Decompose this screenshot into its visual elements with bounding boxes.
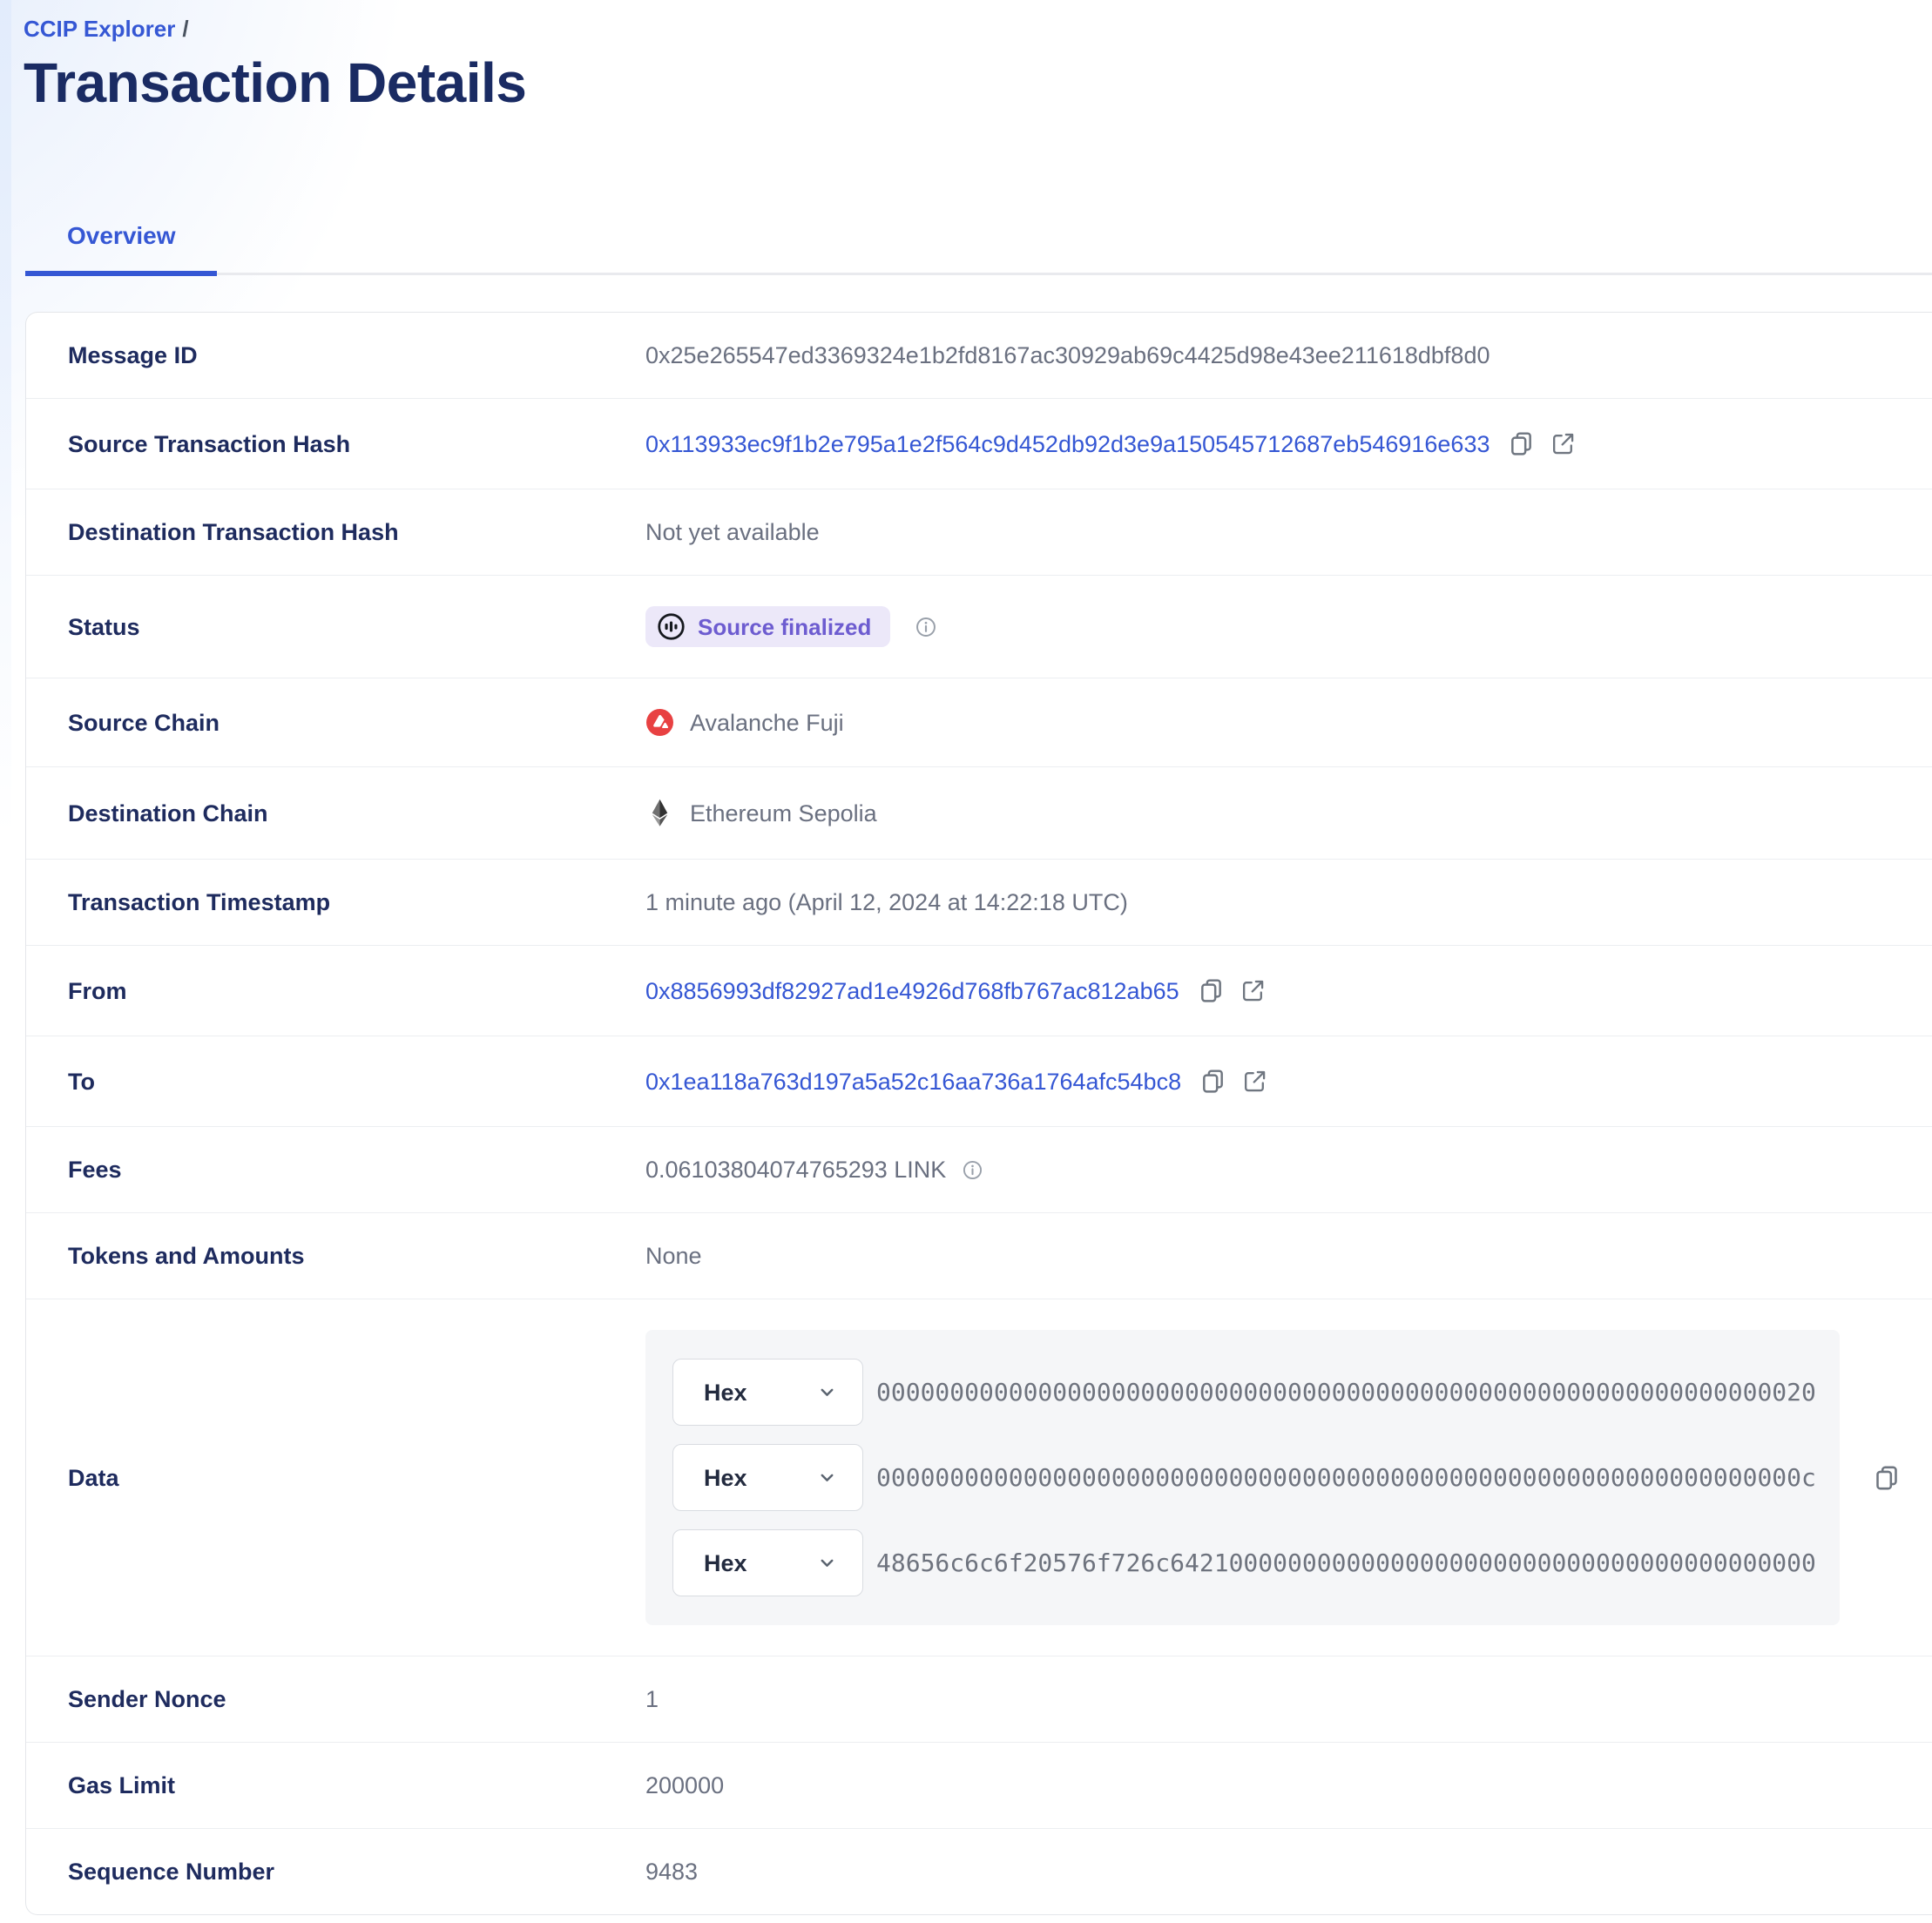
status-badge: Source finalized — [645, 606, 891, 647]
row-from: From 0x8856993df82927ad1e4926d768fb767ac… — [26, 946, 1932, 1036]
data-hex-word: 48656c6c6f20576f726c64210000000000000000… — [876, 1548, 1816, 1577]
gas-limit-value: 200000 — [645, 1772, 725, 1798]
status-label: Status — [68, 613, 140, 640]
sender-nonce-label: Sender Nonce — [68, 1686, 226, 1712]
tab-overview[interactable]: Overview — [25, 222, 217, 276]
tokens-and-amounts-label: Tokens and Amounts — [68, 1243, 305, 1269]
data-line: Hex 000000000000000000000000000000000000… — [672, 1359, 1816, 1426]
chevron-down-icon — [821, 1559, 834, 1567]
data-hex-panel: Hex 000000000000000000000000000000000000… — [645, 1330, 1840, 1625]
data-hex-word: 0000000000000000000000000000000000000000… — [876, 1377, 1816, 1407]
copy-button[interactable] — [1197, 976, 1226, 1005]
from-address-link[interactable]: 0x8856993df82927ad1e4926d768fb767ac812ab… — [645, 977, 1179, 1004]
page-title: Transaction Details — [24, 51, 527, 114]
tokens-and-amounts-value: None — [645, 1243, 702, 1269]
to-label: To — [68, 1068, 95, 1095]
status-bars-icon — [658, 613, 685, 640]
status-info-button[interactable] — [915, 616, 937, 638]
destination-chain-value: Ethereum Sepolia — [645, 798, 877, 828]
fees-info-button[interactable] — [962, 1159, 983, 1181]
external-link-button[interactable] — [1550, 430, 1577, 457]
data-format-select[interactable]: Hex — [672, 1444, 863, 1511]
transaction-timestamp-label: Transaction Timestamp — [68, 889, 331, 915]
sequence-number-label: Sequence Number — [68, 1859, 275, 1885]
info-icon — [963, 1160, 983, 1179]
source-tx-hash-label: Source Transaction Hash — [68, 430, 351, 457]
destination-tx-hash-value: Not yet available — [645, 519, 820, 545]
external-link-icon — [1245, 1070, 1266, 1092]
external-link-button[interactable] — [1240, 977, 1267, 1004]
external-link-button[interactable] — [1241, 1068, 1268, 1095]
breadcrumb-separator: / — [182, 16, 189, 42]
status-badge-text: Source finalized — [698, 613, 872, 640]
row-fees: Fees 0.06103804074765293 LINK — [26, 1127, 1932, 1213]
row-to: To 0x1ea118a763d197a5a52c16aa736a1764afc… — [26, 1036, 1932, 1127]
transaction-details-card: Message ID 0x25e265547ed3369324e1b2fd816… — [25, 312, 1932, 1915]
row-source-tx-hash: Source Transaction Hash 0x113933ec9f1b2e… — [26, 399, 1932, 489]
row-message-id: Message ID 0x25e265547ed3369324e1b2fd816… — [26, 313, 1932, 399]
data-line: Hex 000000000000000000000000000000000000… — [672, 1444, 1816, 1511]
gas-limit-label: Gas Limit — [68, 1772, 176, 1798]
copy-icon — [1203, 1069, 1224, 1093]
external-link-icon — [1242, 980, 1263, 1002]
data-line: Hex 48656c6c6f20576f726c6421000000000000… — [672, 1529, 1816, 1596]
avalanche-fuji-icon — [645, 709, 673, 736]
row-status: Status Source finalized — [26, 576, 1932, 678]
data-hex-word: 0000000000000000000000000000000000000000… — [876, 1462, 1816, 1492]
transaction-timestamp-value: 1 minute ago (April 12, 2024 at 14:22:18… — [645, 889, 1128, 915]
source-chain-name: Avalanche Fuji — [690, 709, 844, 736]
row-sender-nonce: Sender Nonce 1 — [26, 1656, 1932, 1743]
data-label: Data — [68, 1464, 119, 1491]
destination-tx-hash-label: Destination Transaction Hash — [68, 519, 399, 545]
info-icon — [916, 617, 936, 637]
to-address-link[interactable]: 0x1ea118a763d197a5a52c16aa736a1764afc54b… — [645, 1068, 1182, 1095]
row-data: Data Hex 0000000000000000000000000000000… — [26, 1299, 1932, 1656]
data-format-select[interactable]: Hex — [672, 1359, 863, 1426]
copy-icon — [1511, 432, 1532, 455]
row-destination-chain: Destination Chain Ethereum Sepolia — [26, 767, 1932, 860]
destination-chain-label: Destination Chain — [68, 800, 268, 827]
data-format-select-value: Hex — [704, 1464, 747, 1491]
data-format-select-value: Hex — [704, 1549, 747, 1576]
copy-data-button[interactable] — [1872, 1463, 1902, 1493]
copy-button[interactable] — [1507, 429, 1536, 458]
message-id-value: 0x25e265547ed3369324e1b2fd8167ac30929ab6… — [645, 342, 1490, 368]
chevron-down-icon — [821, 1388, 834, 1396]
destination-chain-name: Ethereum Sepolia — [690, 800, 877, 827]
row-transaction-timestamp: Transaction Timestamp 1 minute ago (Apri… — [26, 860, 1932, 946]
sender-nonce-value: 1 — [645, 1686, 659, 1712]
message-id-label: Message ID — [68, 342, 198, 368]
from-label: From — [68, 977, 127, 1004]
row-sequence-number: Sequence Number 9483 — [26, 1829, 1932, 1914]
data-format-select-value: Hex — [704, 1379, 747, 1406]
sequence-number-value: 9483 — [645, 1859, 699, 1885]
row-source-chain: Source Chain Avalanche Fuji — [26, 678, 1932, 767]
data-format-select[interactable]: Hex — [672, 1529, 863, 1596]
row-destination-tx-hash: Destination Transaction Hash Not yet ava… — [26, 489, 1932, 576]
ethereum-sepolia-icon — [652, 799, 667, 827]
row-gas-limit: Gas Limit 200000 — [26, 1743, 1932, 1829]
external-link-icon — [1553, 433, 1574, 455]
breadcrumb: CCIP Explorer / — [24, 16, 1932, 43]
row-tokens-and-amounts: Tokens and Amounts None — [26, 1213, 1932, 1299]
copy-button[interactable] — [1199, 1067, 1227, 1096]
fees-label: Fees — [68, 1157, 122, 1183]
fees-value: 0.06103804074765293 LINK — [645, 1157, 947, 1183]
source-chain-label: Source Chain — [68, 709, 220, 736]
chevron-down-icon — [821, 1474, 834, 1481]
tab-bar: Overview — [25, 222, 1932, 276]
source-chain-value: Avalanche Fuji — [645, 709, 844, 736]
copy-icon — [1200, 979, 1221, 1002]
breadcrumb-ccip-explorer-link[interactable]: CCIP Explorer — [24, 16, 176, 42]
source-tx-hash-link[interactable]: 0x113933ec9f1b2e795a1e2f564c9d452db92d3e… — [645, 430, 1490, 457]
copy-icon — [1876, 1466, 1897, 1489]
